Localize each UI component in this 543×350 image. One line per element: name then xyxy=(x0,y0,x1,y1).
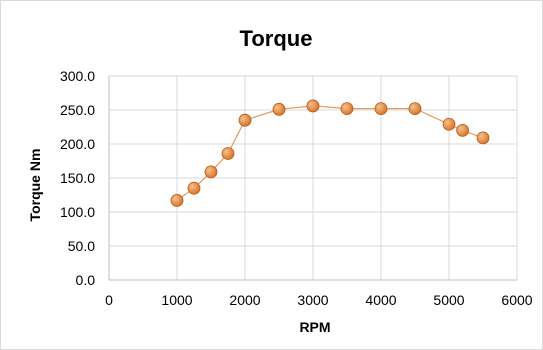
y-tick-label: 250.0 xyxy=(60,102,95,118)
y-tick-label: 0.0 xyxy=(76,272,96,288)
series xyxy=(170,99,490,207)
data-point xyxy=(306,99,320,113)
x-tick-label: 5000 xyxy=(433,292,464,308)
data-point xyxy=(272,102,286,116)
data-point xyxy=(456,123,470,137)
axes xyxy=(108,76,517,281)
data-point xyxy=(340,102,354,116)
y-tick-label: 50.0 xyxy=(68,238,95,254)
data-point xyxy=(238,113,252,127)
data-point xyxy=(476,131,490,145)
y-tick-label: 300.0 xyxy=(60,68,95,84)
tick-labels: 0.0 50.0 100.0 150.0 200.0 250.0 300.0 0 1000 200… xyxy=(60,68,533,308)
data-point xyxy=(442,117,456,131)
x-tick-label: 1000 xyxy=(161,292,192,308)
x-tick-label: 3000 xyxy=(297,292,328,308)
y-tick-label: 100.0 xyxy=(60,204,95,220)
x-tick-label: 6000 xyxy=(501,292,532,308)
x-tick-label: 2000 xyxy=(229,292,260,308)
data-point xyxy=(374,102,388,116)
data-point xyxy=(170,194,184,207)
x-axis-label: RPM xyxy=(299,319,330,335)
x-tick-label: 4000 xyxy=(365,292,396,308)
x-tick-label: 0 xyxy=(105,292,113,308)
chart-title: Torque xyxy=(240,26,313,51)
data-point xyxy=(408,102,422,116)
data-point xyxy=(204,165,218,179)
data-point xyxy=(187,181,201,195)
y-axis-label: Torque Nm xyxy=(27,149,43,222)
data-point xyxy=(221,147,235,160)
y-tick-label: 150.0 xyxy=(60,170,95,186)
y-tick-label: 200.0 xyxy=(60,136,95,152)
